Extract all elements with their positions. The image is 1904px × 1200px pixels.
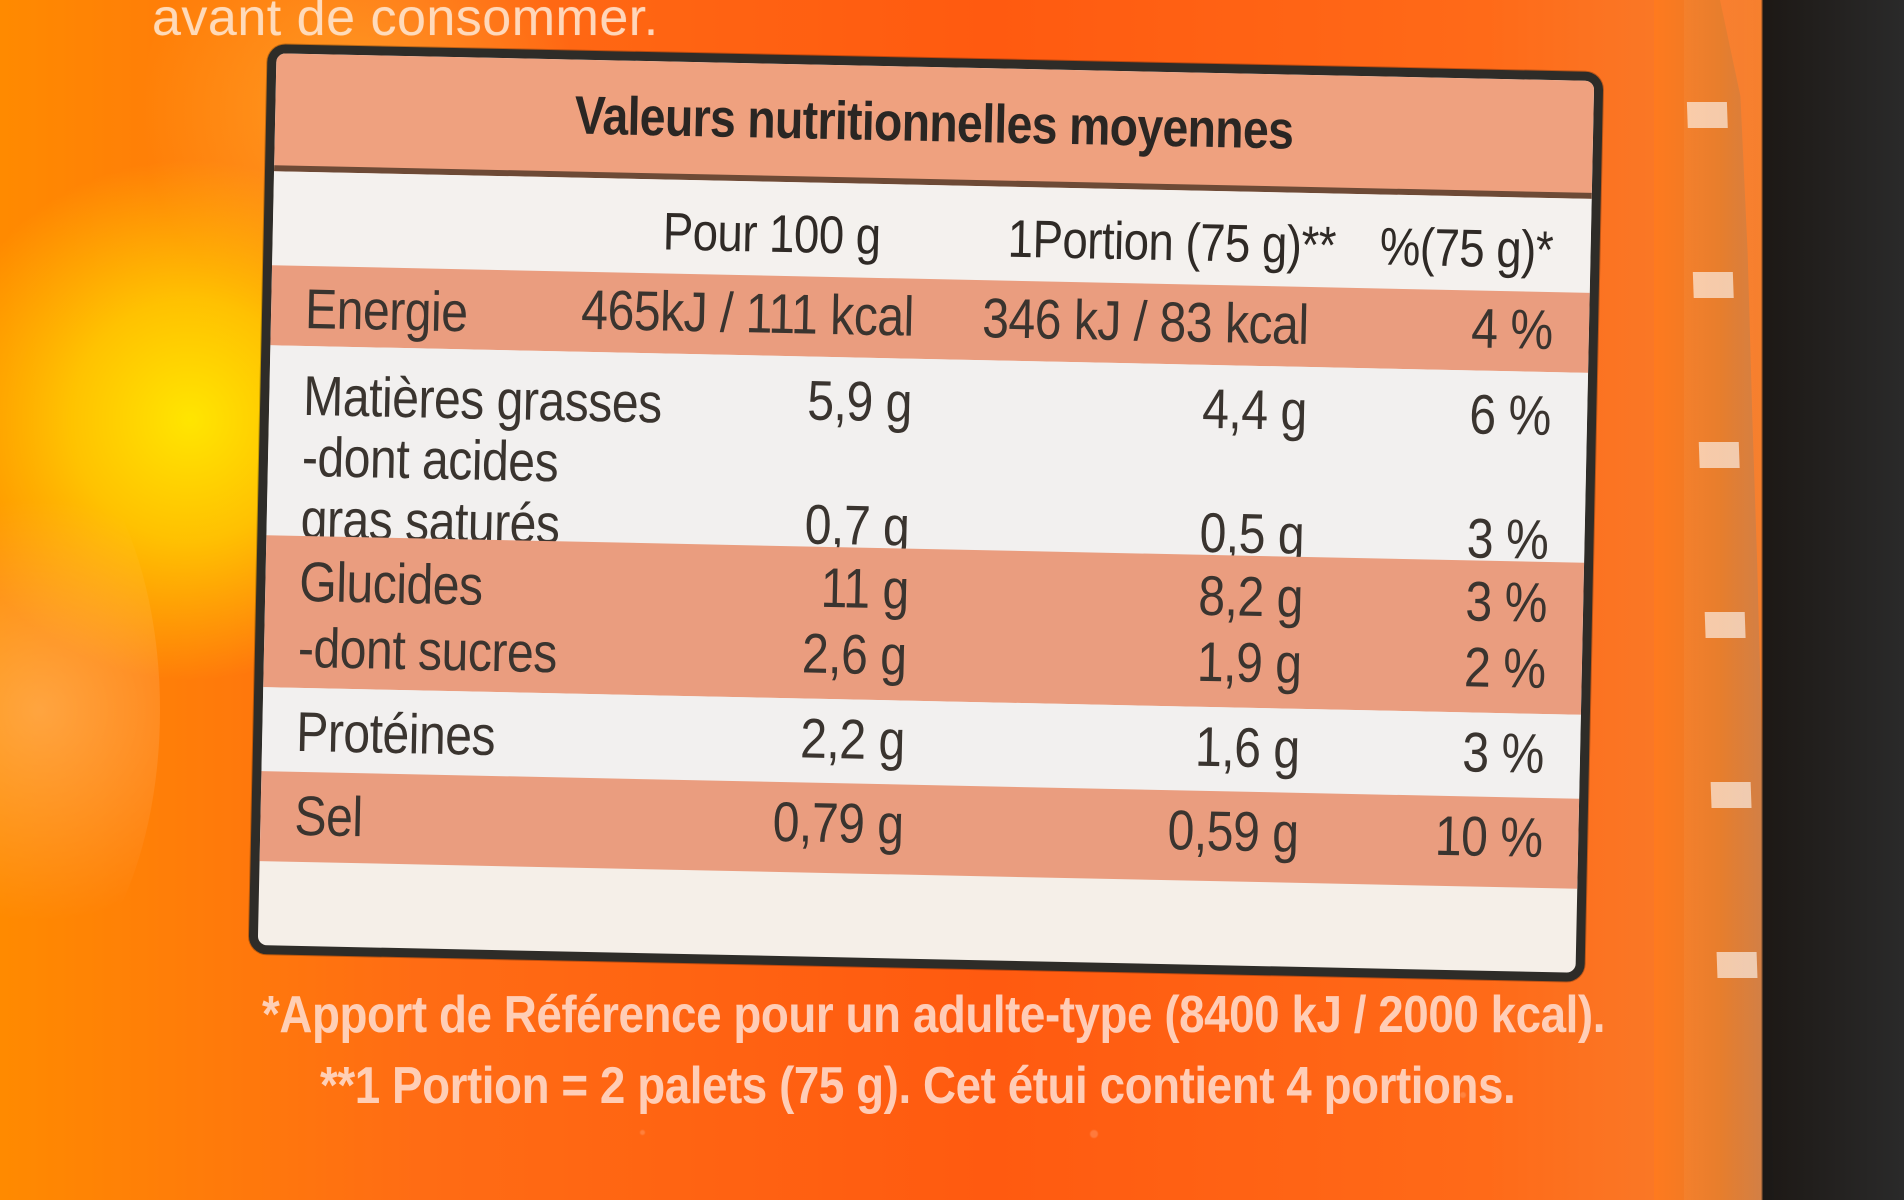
sucres-portion: 1,9 g — [1196, 629, 1303, 695]
paper-speck — [640, 1130, 645, 1135]
row-matieres-grasses-group: Matières grasses 5,9 g 4,4 g 6 % -dont a… — [266, 345, 1589, 571]
sucres-pct: 2 % — [1463, 635, 1547, 701]
nutrition-panel-wrap: Valeurs nutritionnelles moyennes Pour 10… — [248, 44, 1604, 982]
top-instruction-text: avant de consommer. — [152, 0, 659, 47]
glucides-portion: 8,2 g — [1198, 563, 1304, 629]
nutrition-panel: Valeurs nutritionnelles moyennes Pour 10… — [248, 44, 1604, 982]
glucides-pct: 3 % — [1465, 569, 1548, 635]
sucres-per100: 2,6 g — [801, 621, 908, 687]
sel-portion: 0,59 g — [1166, 798, 1300, 864]
sel-per100: 0,79 g — [772, 789, 905, 856]
label-dont-acides: -dont acides — [301, 424, 559, 494]
portion-header: 1Portion (75 g)** — [1007, 209, 1337, 276]
nutrition-title: Valeurs nutritionnelles moyennes — [574, 85, 1295, 161]
gras-satures-pct: 3 % — [1466, 506, 1550, 572]
label-proteines: Protéines — [295, 699, 496, 768]
matieres-portion: 4,4 g — [1202, 376, 1308, 442]
energie-pct: 4 % — [1470, 296, 1554, 362]
paper-speck — [1460, 1092, 1466, 1098]
label-energie: Energie — [304, 276, 469, 344]
matieres-per100: 5,9 g — [807, 368, 913, 434]
label-matieres-grasses: Matières grasses — [302, 363, 663, 435]
glucides-per100: 11 g — [819, 555, 910, 621]
proteines-pct: 3 % — [1462, 720, 1545, 785]
row-glucides-group: Glucides 11 g 8,2 g 3 % -dont sucres 2,6… — [263, 535, 1585, 715]
reference-footnote: *Apport de Référence pour un adulte-type… — [262, 986, 1605, 1044]
label-sel: Sel — [293, 783, 364, 849]
label-dont-sucres: -dont sucres — [297, 615, 558, 685]
per-100g-header: Pour 100 g — [662, 202, 882, 266]
portion-footnote: **1 Portion = 2 palets (75 g). Cet étui … — [320, 1057, 1516, 1115]
proteines-portion: 1,6 g — [1194, 714, 1301, 780]
sel-pct: 10 % — [1433, 803, 1543, 869]
energie-portion: 346 kJ / 83 kcal — [982, 286, 1310, 356]
matieres-pct: 6 % — [1469, 382, 1552, 448]
paper-speck — [1090, 1130, 1098, 1138]
left-light-shadow — [0, 420, 160, 1000]
proteines-per100: 2,2 g — [800, 706, 906, 772]
percent-header: %(75 g)* — [1378, 217, 1554, 281]
background-shadow — [1684, 0, 1904, 1200]
energie-per100: 465kJ / 111 kcal — [580, 277, 915, 348]
label-glucides: Glucides — [298, 549, 484, 617]
